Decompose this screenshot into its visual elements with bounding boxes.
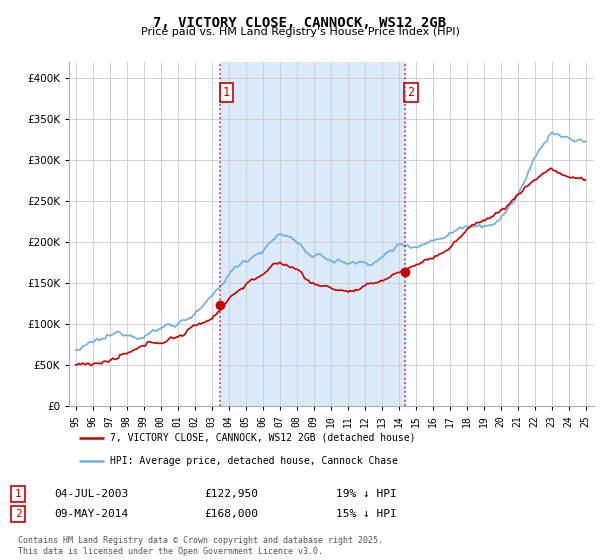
Text: Contains HM Land Registry data © Crown copyright and database right 2025.
This d: Contains HM Land Registry data © Crown c… xyxy=(18,536,383,556)
Text: 1: 1 xyxy=(223,86,230,99)
Text: £168,000: £168,000 xyxy=(204,509,258,519)
Text: 15% ↓ HPI: 15% ↓ HPI xyxy=(336,509,397,519)
Text: 04-JUL-2003: 04-JUL-2003 xyxy=(54,489,128,499)
Text: 7, VICTORY CLOSE, CANNOCK, WS12 2GB: 7, VICTORY CLOSE, CANNOCK, WS12 2GB xyxy=(154,16,446,30)
Text: 2: 2 xyxy=(407,86,415,99)
Text: Price paid vs. HM Land Registry's House Price Index (HPI): Price paid vs. HM Land Registry's House … xyxy=(140,27,460,37)
Text: 7, VICTORY CLOSE, CANNOCK, WS12 2GB (detached house): 7, VICTORY CLOSE, CANNOCK, WS12 2GB (det… xyxy=(110,433,415,443)
Text: 1: 1 xyxy=(14,489,22,499)
Text: 2: 2 xyxy=(14,509,22,519)
Bar xyxy=(220,62,405,406)
Text: £122,950: £122,950 xyxy=(204,489,258,499)
Text: 09-MAY-2014: 09-MAY-2014 xyxy=(54,509,128,519)
Text: HPI: Average price, detached house, Cannock Chase: HPI: Average price, detached house, Cann… xyxy=(110,456,398,466)
Text: 19% ↓ HPI: 19% ↓ HPI xyxy=(336,489,397,499)
